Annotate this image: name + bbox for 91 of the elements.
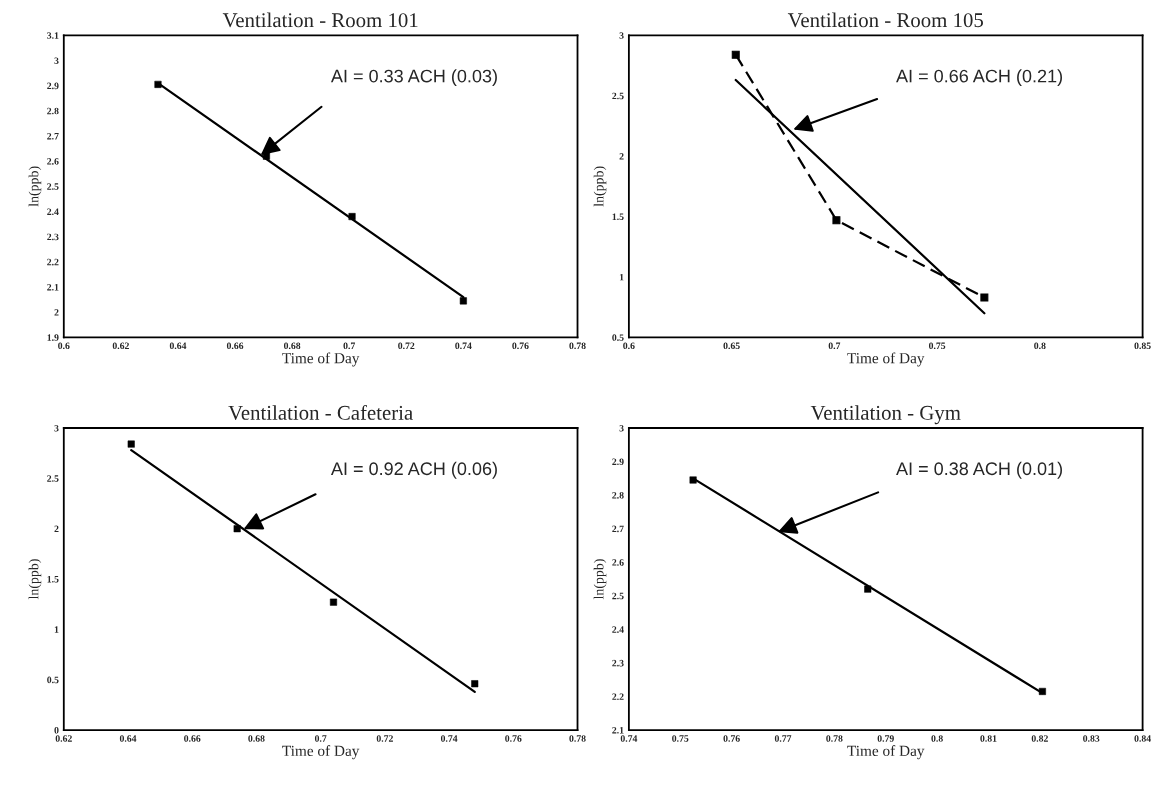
y-tick-label: 2 (54, 309, 59, 316)
x-tick-label: 0.74 (455, 342, 472, 350)
y-tick-label: 2.5 (612, 92, 624, 100)
x-tick-label: 0.68 (248, 735, 265, 742)
x-tick-label: 0.66 (184, 735, 201, 742)
x-tick-label: 0.64 (169, 342, 187, 350)
x-tick-label: 0.78 (569, 342, 586, 350)
point (980, 293, 989, 302)
x-tick-label: 0.7 (314, 735, 327, 742)
chart-title: Ventilation - Room 105 (787, 12, 984, 28)
x-tick-label: 0.68 (283, 342, 301, 350)
y-tick-label: 2.1 (612, 726, 624, 734)
y-tick-label: 3 (54, 424, 59, 432)
chart-title: Ventilation - Room 101 (222, 12, 418, 28)
x-tick-label: 0.7 (828, 342, 841, 350)
y-tick-label: 2.3 (47, 233, 59, 241)
x-tick-label: 0.85 (1134, 342, 1151, 350)
x-tick-label: 0.72 (376, 735, 393, 742)
x-tick-label: 0.76 (512, 342, 529, 350)
y-tick-label: 1.9 (47, 334, 59, 341)
y-tick-label: 0 (54, 726, 59, 734)
x-tick-label: 0.78 (569, 735, 586, 742)
x-tick-label: 0.66 (226, 342, 244, 350)
y-tick-label: 3 (619, 424, 624, 432)
y-tick-label: 2.7 (47, 132, 59, 140)
x-tick-label: 0.75 (928, 342, 946, 350)
x-tick-label: 0.78 (826, 735, 843, 742)
y-tick-label: 2.4 (47, 208, 59, 216)
y-tick-label: 2.2 (47, 258, 59, 266)
x-tick-label: 0.81 (980, 735, 997, 742)
x-tick-label: 0.64 (119, 735, 137, 742)
x-tick-label: 0.6 (58, 342, 70, 350)
y-tick-label: 2.5 (47, 183, 59, 190)
y-tick-label: 3.1 (47, 32, 59, 39)
annotation: AI = 0.92 ACH (0.06) (330, 461, 497, 479)
y-tick-label: 1.5 (47, 575, 59, 583)
x-tick-label: 0.72 (398, 342, 415, 350)
x-tick-label: 0.79 (877, 735, 894, 742)
y-tick-label: 1 (54, 626, 59, 633)
y-tick-label: 1 (619, 273, 624, 281)
x-tick-label: 0.65 (723, 342, 740, 350)
x-axis-title: Time of Day (847, 352, 925, 367)
chart-title: Ventilation - Cafeteria (228, 404, 413, 420)
annotation: AI = 0.33 ACH (0.03) (330, 69, 497, 87)
y-tick-label: 2.5 (612, 592, 624, 600)
y-axis-title: ln(ppb) (593, 166, 607, 207)
y-tick-label: 3 (54, 57, 59, 64)
point (832, 216, 841, 225)
x-tick-label: 0.62 (112, 342, 129, 350)
y-tick-label: 2.2 (612, 693, 624, 700)
y-tick-label: 0.5 (47, 676, 59, 684)
annotation: AI = 0.66 ACH (0.21) (896, 69, 1062, 87)
x-tick-label: 0.77 (774, 735, 792, 742)
x-tick-label: 0.76 (723, 735, 740, 742)
point (731, 50, 740, 59)
x-tick-label: 0.84 (1134, 735, 1151, 742)
chart-title: Ventilation - Gym (810, 405, 961, 425)
x-tick-label: 0.8 (931, 735, 943, 742)
annotation: AI = 0.38 ACH (0.01) (896, 461, 1062, 479)
y-tick-label: 2 (619, 153, 624, 160)
y-tick-label: 2.1 (47, 283, 59, 291)
x-tick-label: 0.8 (1034, 342, 1046, 350)
x-axis-title: Time of Day (282, 745, 360, 760)
y-tick-label: 2.8 (612, 492, 624, 499)
y-tick-label: 2.3 (612, 659, 624, 667)
x-tick-label: 0.75 (672, 735, 689, 742)
y-tick-label: 2.8 (47, 107, 59, 115)
x-tick-label: 0.7 (343, 342, 356, 350)
y-tick-label: 3 (619, 32, 624, 39)
x-tick-label: 0.6 (623, 342, 635, 350)
x-tick-label: 0.62 (55, 735, 72, 742)
y-tick-label: 2.9 (612, 458, 624, 466)
y-axis-title: ln(ppb) (593, 559, 607, 600)
y-tick-label: 1.5 (612, 213, 624, 221)
y-tick-label: 2.4 (612, 626, 624, 633)
x-tick-label: 0.74 (620, 735, 638, 742)
x-tick-label: 0.83 (1083, 735, 1100, 742)
y-tick-label: 2 (54, 525, 59, 533)
y-tick-label: 2.6 (612, 559, 624, 566)
x-tick-label: 0.74 (440, 735, 458, 742)
y-axis-title: ln(ppb) (28, 166, 42, 207)
x-tick-label: 0.76 (505, 735, 522, 742)
y-tick-label: 0.5 (612, 334, 624, 341)
x-axis-title: Time of Day (847, 745, 925, 760)
y-tick-label: 2.5 (47, 475, 59, 482)
y-tick-label: 2.6 (47, 158, 59, 165)
x-axis-title: Time of Day (282, 352, 360, 367)
x-tick-label: 0.82 (1031, 735, 1048, 742)
y-axis-title: ln(ppb) (28, 559, 42, 600)
y-tick-label: 2.7 (612, 525, 624, 533)
y-tick-label: 2.9 (47, 82, 59, 90)
